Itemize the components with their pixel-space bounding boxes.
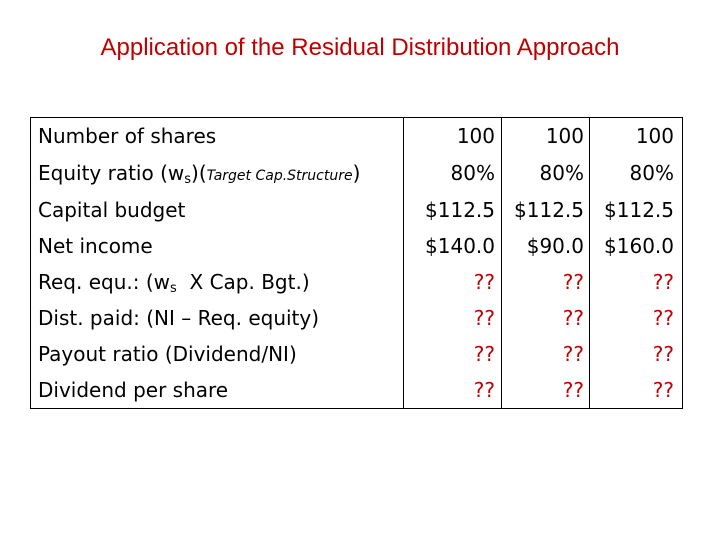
row-label: Req. equ.: (ws X Cap. Bgt.) — [38, 270, 310, 296]
value-cell: 80% — [629, 161, 674, 185]
unknown-cell: ?? — [652, 378, 674, 402]
value-cell: $112.5 — [514, 198, 584, 222]
slide-title: Application of the Residual Distribution… — [100, 34, 620, 61]
unknown-cell: ?? — [473, 306, 495, 330]
row-label: Net income — [38, 234, 153, 258]
value-cell: 100 — [545, 124, 584, 148]
table-row: Dist. paid: (NI – Req. equity) ?? ?? ?? — [31, 303, 682, 333]
value-cell: $140.0 — [425, 234, 495, 258]
unknown-cell: ?? — [562, 270, 584, 294]
value-cell: $160.0 — [604, 234, 674, 258]
table-row: Capital budget $112.5 $112.5 $112.5 — [31, 195, 682, 225]
table-row: Net income $140.0 $90.0 $160.0 — [31, 231, 682, 261]
table-row: Dividend per share ?? ?? ?? — [31, 375, 682, 405]
unknown-cell: ?? — [473, 378, 495, 402]
row-label: Dist. paid: (NI – Req. equity) — [38, 306, 320, 330]
row-label: Dividend per share — [38, 378, 229, 402]
value-cell: $90.0 — [526, 234, 584, 258]
row-label: Capital budget — [38, 198, 186, 222]
value-cell: $112.5 — [425, 198, 495, 222]
value-cell: 100 — [456, 124, 495, 148]
table-row: Req. equ.: (ws X Cap. Bgt.) ?? ?? ?? — [31, 267, 682, 297]
distribution-table: Number of shares 100 100 100 Equity rati… — [30, 117, 683, 409]
table-row: Equity ratio (ws)(Target Cap.Structure) … — [31, 158, 682, 188]
row-label: Number of shares — [38, 124, 217, 148]
value-cell: 80% — [450, 161, 495, 185]
row-label: Equity ratio (ws)(Target Cap.Structure) — [38, 161, 361, 187]
unknown-cell: ?? — [652, 306, 674, 330]
column-divider — [589, 118, 590, 408]
row-label: Payout ratio (Dividend/NI) — [38, 342, 297, 366]
column-divider — [403, 118, 404, 408]
unknown-cell: ?? — [652, 270, 674, 294]
value-cell: $112.5 — [604, 198, 674, 222]
unknown-cell: ?? — [562, 342, 584, 366]
table-row: Number of shares 100 100 100 — [31, 121, 682, 151]
unknown-cell: ?? — [562, 306, 584, 330]
unknown-cell: ?? — [473, 270, 495, 294]
unknown-cell: ?? — [562, 378, 584, 402]
table-row: Payout ratio (Dividend/NI) ?? ?? ?? — [31, 339, 682, 369]
value-cell: 100 — [635, 124, 674, 148]
unknown-cell: ?? — [652, 342, 674, 366]
unknown-cell: ?? — [473, 342, 495, 366]
value-cell: 80% — [539, 161, 584, 185]
column-divider — [501, 118, 502, 408]
